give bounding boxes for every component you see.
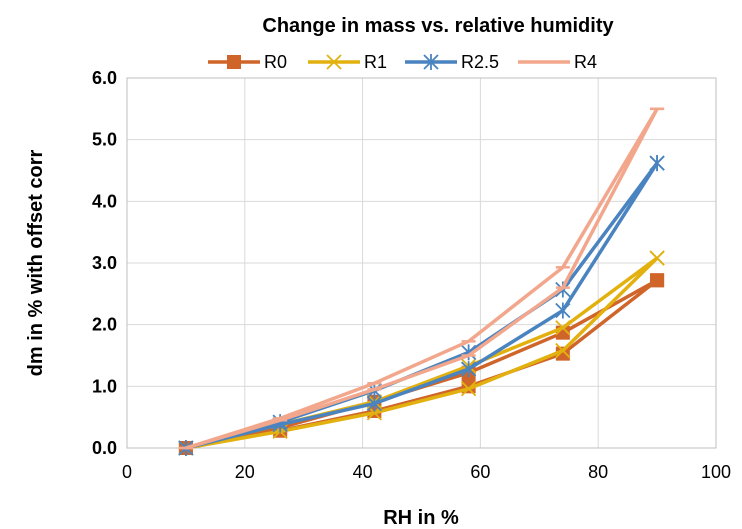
y-tick-label: 3.0 — [92, 253, 117, 273]
x-tick-label: 100 — [701, 462, 731, 482]
legend-marker-R2.5 — [423, 54, 439, 70]
y-tick-label: 0.0 — [92, 438, 117, 458]
data-point-R1 — [555, 342, 571, 359]
y-tick-label: 1.0 — [92, 376, 117, 396]
data-point-R2.5 — [460, 361, 477, 378]
series-R4 — [178, 107, 665, 450]
y-tick-label: 5.0 — [92, 130, 117, 150]
series-line-R2.5 — [185, 162, 659, 450]
tick-labels: 0.0 1.0 2.0 3.0 4.0 5.0 6.0 0 20 40 60 80 100 — [92, 68, 731, 482]
series-group — [178, 107, 665, 456]
plot-area-border — [126, 77, 717, 449]
x-tick-label: 60 — [470, 462, 490, 482]
legend-marker-R0 — [227, 55, 241, 69]
x-tick-label: 40 — [353, 462, 373, 482]
legend-marker-R1 — [326, 54, 342, 70]
y-tick-label: 2.0 — [92, 315, 117, 335]
data-point-R2.5 — [555, 302, 571, 319]
x-axis-label: RH in % — [383, 507, 459, 529]
series-line-R1 — [185, 256, 659, 450]
series-line-R2.5 — [185, 162, 659, 450]
legend-label-R1: R1 — [364, 52, 387, 72]
x-tick-label: 80 — [588, 462, 608, 482]
y-tick-label: 6.0 — [92, 68, 117, 88]
data-point-R2.5 — [649, 155, 665, 172]
x-tick-label: 0 — [122, 462, 132, 482]
data-point-R1 — [460, 381, 477, 397]
gridlines — [126, 77, 717, 449]
x-tick-label: 20 — [235, 462, 255, 482]
series-line-R4 — [185, 107, 659, 450]
legend-label-R0: R0 — [264, 52, 287, 72]
data-point-R1 — [649, 250, 665, 266]
legend-label-R4: R4 — [574, 52, 597, 72]
series-line-R1 — [185, 256, 659, 450]
legend: R0 R1 R2.5 R4 — [208, 52, 597, 72]
series-R1 — [178, 250, 665, 456]
data-point-R0 — [650, 273, 665, 288]
y-axis-label: dm in % with offset corr — [25, 149, 47, 376]
y-tick-label: 4.0 — [92, 191, 117, 211]
chart-title: Change in mass vs. relative humidity — [262, 15, 614, 37]
data-point-R1 — [555, 320, 571, 336]
legend-label-R2.5: R2.5 — [461, 52, 499, 72]
